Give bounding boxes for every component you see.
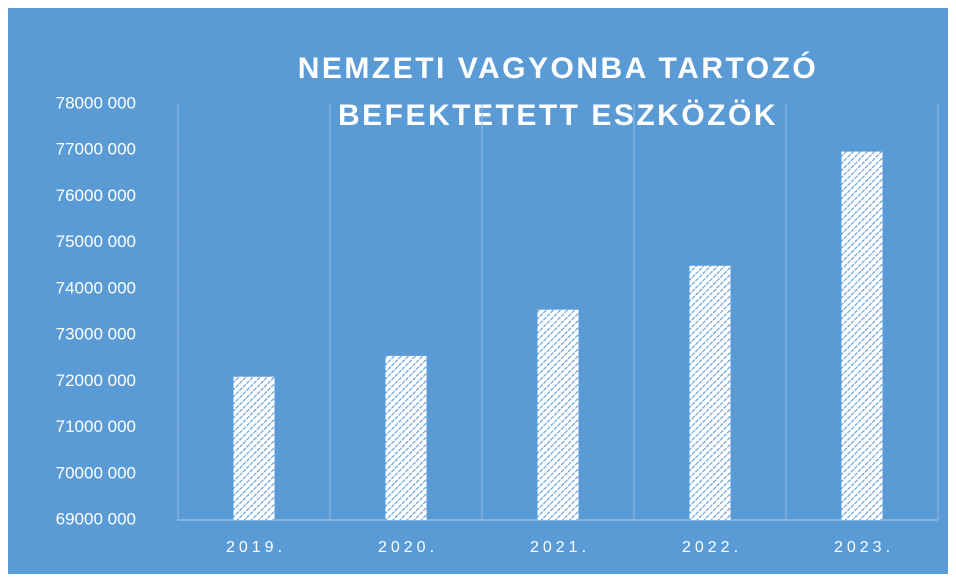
y-tick-label: 78000 000 [56, 93, 136, 112]
y-tick-label: 76000 000 [56, 186, 136, 205]
y-tick-label: 77000 000 [56, 140, 136, 159]
y-tick-label: 69000 000 [56, 509, 136, 528]
bar [385, 355, 427, 520]
x-tick-label: 2020. [378, 539, 438, 556]
x-tick-label: 2021. [530, 539, 590, 556]
bar [537, 309, 579, 520]
y-tick-label: 75000 000 [56, 232, 136, 251]
chart-title: NEMZETI VAGYONBA TARTOZÓ [298, 51, 819, 85]
bar [841, 151, 883, 520]
chart-title: BEFEKTETETT ESZKÖZÖK [338, 99, 778, 132]
x-tick-label: 2019. [226, 539, 286, 556]
y-tick-label: 74000 000 [56, 278, 136, 297]
chart-background [8, 8, 948, 574]
bar [689, 265, 731, 520]
x-tick-label: 2023. [834, 539, 894, 556]
y-tick-label: 72000 000 [56, 371, 136, 390]
x-tick-label: 2022. [682, 539, 742, 556]
y-tick-label: 70000 000 [56, 463, 136, 482]
y-tick-label: 73000 000 [56, 325, 136, 344]
bar [233, 376, 275, 520]
y-tick-label: 71000 000 [56, 417, 136, 436]
